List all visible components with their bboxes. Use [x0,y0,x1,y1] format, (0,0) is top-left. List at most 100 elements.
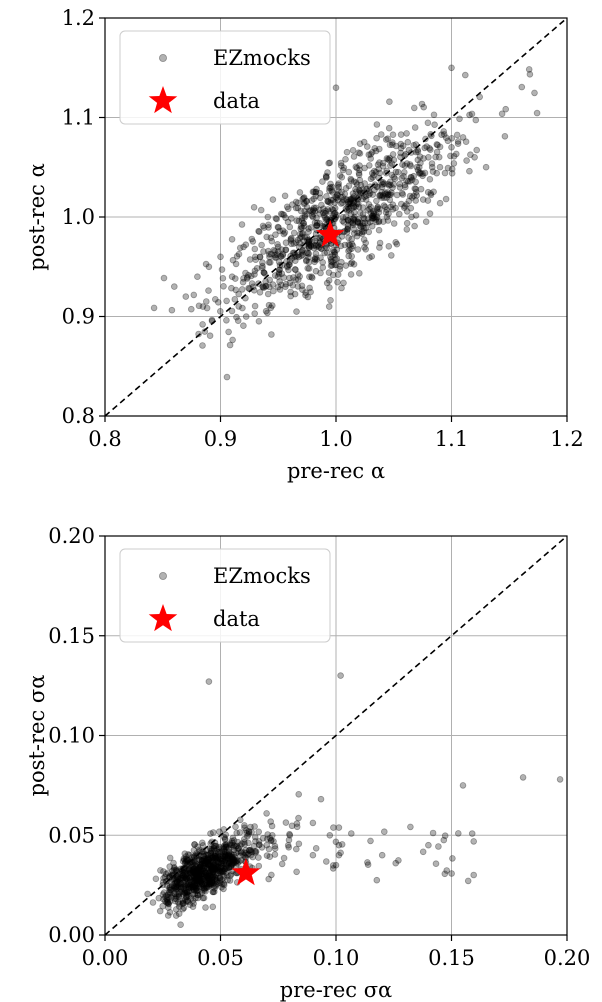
sigma-mock-point [177,883,185,891]
alpha-mock-point [255,228,263,236]
sigma-mock-point [211,885,218,892]
alpha-mock-point [282,214,289,222]
sigma-mock-point [231,858,238,865]
alpha-mock-point [392,239,400,246]
alpha-mock-point [239,304,246,312]
sigma-mock-point [163,882,171,889]
sigma-mock-point [210,861,217,869]
alpha-mock-point [365,151,373,159]
alpha-mock-point [279,252,287,259]
sigma-mock-point [255,838,263,845]
alpha-mock-point [418,100,426,108]
sigma-mock-point [144,890,151,898]
alpha-mock-point [468,110,476,118]
sigma-mock-point [181,870,188,877]
alpha-mock-point [350,193,358,200]
sigma-mock-point [211,873,219,881]
alpha-mock-point [384,189,391,196]
sigma-mock-point [329,865,337,872]
sigma-mock-point [202,860,209,868]
alpha-mock-point [295,217,303,225]
alpha-mock-point [286,258,294,266]
sigma-mock-point [197,853,205,860]
alpha-mock-point [277,253,285,260]
sigma-mock-point [212,872,220,879]
sigma-mock-point [175,891,183,898]
sigma-mock-point [193,867,201,875]
sigma-mock-point [201,859,209,866]
sigma-mock-point [309,819,317,827]
sigma-mock-point [221,858,229,865]
sigma-mock-point [222,841,230,848]
sigma-mock-point [195,872,203,879]
sigma-mock-point [172,879,179,887]
alpha-mock-point [274,241,281,248]
alpha-mock-point [316,238,324,246]
alpha-mock-point [414,148,422,155]
sigma-mock-point [194,891,202,899]
sigma-mock-point [184,889,191,896]
sigma-mock-point [202,887,209,895]
alpha-x-tick-label: 1.2 [550,427,583,451]
alpha-mock-point [382,136,390,143]
alpha-mock-point [359,189,367,197]
sigma-mock-point [215,867,223,875]
alpha-mock-point [369,174,377,181]
alpha-mock-point [408,213,415,221]
sigma-mock-point [196,856,203,864]
sigma-mock-point [226,859,233,867]
alpha-mock-point [359,222,367,230]
sigma-mock-point [181,856,188,864]
sigma-mock-point [174,881,182,888]
sigma-mock-point [196,872,203,880]
sigma-mock-point [255,841,263,849]
alpha-mock-point [430,188,437,196]
sigma-mock-point [224,872,231,879]
alpha-mock-point [343,148,351,156]
alpha-mock-point [350,202,357,210]
sigma-mock-point [200,880,208,888]
alpha-mock-point [338,174,346,181]
sigma-mock-point [204,872,212,880]
alpha-mock-point [349,204,356,212]
alpha-mock-point [375,209,383,216]
alpha-mock-point [294,276,302,284]
sigma-mock-point [189,883,197,890]
sigma-mock-point [197,867,205,875]
sigma-mock-point [197,862,205,870]
sigma-mock-point [226,858,234,866]
alpha-mock-point [339,193,346,201]
sigma-mock-point [156,907,164,915]
alpha-mock-point [383,213,391,221]
alpha-mock-point [329,246,337,254]
alpha-mock-point [271,254,279,261]
sigma-mock-point [183,893,190,901]
alpha-mock-point [324,198,332,205]
alpha-mock-point [236,244,244,252]
alpha-mock-point [248,272,255,280]
alpha-mock-point [417,185,425,193]
alpha-mock-point [436,199,444,207]
sigma-mock-point [181,882,189,889]
alpha-mock-point [355,149,363,157]
sigma-mock-point [188,854,196,861]
alpha-mock-point [288,255,296,262]
sigma-mock-point [295,840,303,848]
alpha-mock-point [369,191,377,198]
sigma-mock-point [197,878,205,886]
alpha-mock-point [282,283,289,291]
sigma-mock-point [468,830,476,837]
sigma-mock-point [243,851,251,859]
alpha-mock-point [319,222,326,230]
sigma-mock-point [218,854,225,862]
sigma-mock-point [178,887,186,895]
alpha-mock-point [335,183,343,191]
alpha-mock-point [314,242,322,249]
sigma-mock-point [184,876,191,883]
sigma-mock-point [193,868,201,876]
alpha-mock-point [361,180,369,187]
sigma-mock-point [207,881,215,888]
sigma-mock-point [202,856,210,863]
alpha-y-tick-label: 0.9 [62,305,95,329]
alpha-mock-point [414,156,422,164]
